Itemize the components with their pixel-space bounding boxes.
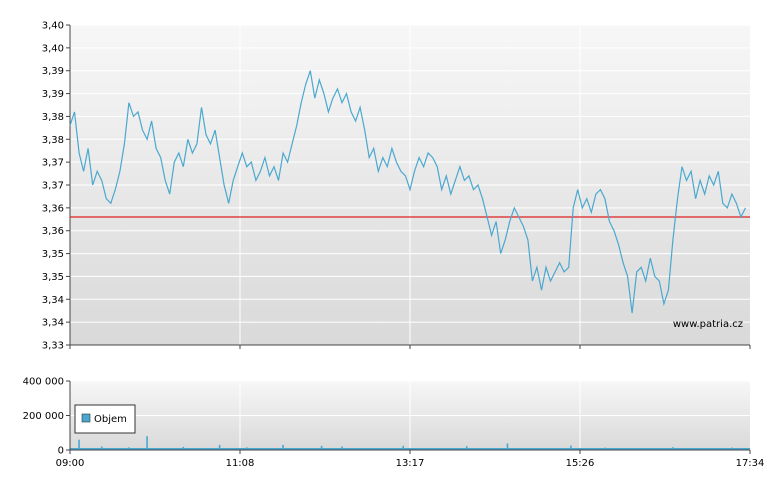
volume-bar [533,447,536,450]
volume-bar [282,444,284,450]
volume-panel: 400 000 200 000 009:00 11:08 13:17 15:26 17:34… [23,377,765,470]
volume-y-tick-label: 400 000 [23,377,64,388]
volume-bar [703,448,706,450]
price-y-tick-label: 3,40 [42,21,64,32]
price-y-tick-label: 3,34 [42,295,64,306]
x-tick-label: 15:26 [566,458,595,469]
volume-bar [100,446,103,450]
volume-legend: Objem [74,404,136,434]
price-y-tick-label: 3,38 [42,135,64,146]
volume-bar [182,446,185,450]
volume-bar [570,445,572,450]
volume-bar [402,445,404,450]
x-tick-label: 17:34 [736,458,765,469]
price-y-tick-label: 3,40 [42,43,64,54]
x-tick-label: 13:17 [396,458,425,469]
volume-bar [146,436,148,450]
legend-swatch [81,413,91,423]
x-tick-label: 11:08 [226,458,255,469]
volume-bar [604,447,606,450]
volume-bar [341,446,343,450]
volume-bar [506,443,509,450]
volume-y-tick-label: 0 [58,446,64,457]
price-y-tick-label: 3,39 [42,89,64,100]
price-y-tick-label: 3,35 [42,272,64,283]
x-tick-label: 09:00 [56,458,85,469]
price-y-tick-label: 3,36 [42,226,64,237]
price-y-tick-label: 3,37 [42,158,64,169]
price-y-tick-label: 3,38 [42,112,64,123]
price-series-line [69,70,747,314]
volume-bar [672,447,674,450]
price-y-tick-label: 3,36 [42,203,64,214]
price-panel: 3,40 3,40 3,39 3,39 3,38 3,38 3,37 3,37 3,36 3,36… [42,21,751,352]
volume-y-tick-label: 200 000 [23,411,64,422]
volume-bar [246,447,248,450]
watermark-text[interactable]: www.patria.cz [673,319,743,330]
volume-bar [320,445,323,450]
price-y-tick-label: 3,35 [42,249,64,260]
volume-bar [465,446,468,450]
price-y-tick-label: 3,39 [42,66,64,77]
volume-bar [731,447,733,450]
volume-bar [638,447,640,450]
price-y-tick-label: 3,37 [42,181,64,192]
volume-baseline-strip [70,448,750,450]
price-y-tick-label: 3,33 [42,341,64,352]
volume-bar [436,448,438,450]
volume-bar [218,444,221,450]
price-y-tick-label: 3,34 [42,318,64,329]
legend-label: Objem [94,414,127,425]
volume-bar [78,439,80,450]
volume-bar [377,447,380,450]
volume-bar [128,447,130,450]
